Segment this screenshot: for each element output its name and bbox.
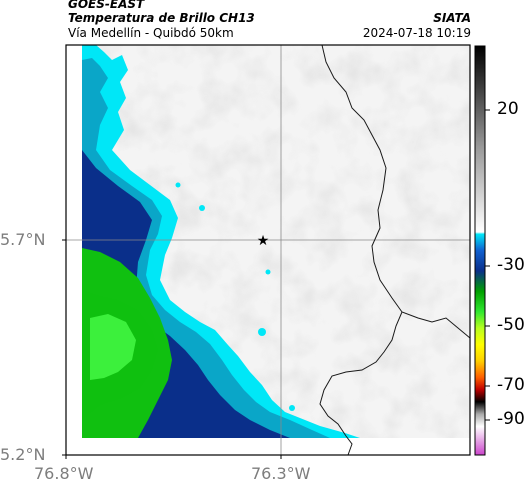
admin-border-east: [321, 45, 470, 339]
cyan-speck: [289, 405, 295, 411]
cyan-speck: [258, 328, 266, 336]
colorbar: [474, 45, 486, 456]
colorbar-label: -90: [497, 409, 525, 429]
satellite-title: GOES-EAST: [68, 0, 145, 11]
lat-label-5.2: 5.2°N: [0, 445, 46, 464]
cyan-speck: [175, 182, 181, 188]
colorbar-label: -50: [497, 315, 525, 335]
lime-region: [90, 314, 136, 380]
map-border: [65, 44, 471, 456]
satellite-image: ★: [66, 45, 470, 455]
region-subtitle: Vía Medellín - Quibdó 50km: [68, 26, 234, 40]
datetime-label: 2024-07-18 10:19: [362, 26, 471, 40]
lon-label-76.8: 76.8°W: [34, 464, 94, 483]
lat-label-5.7: 5.7°N: [0, 230, 46, 249]
product-title: Temperatura de Brillo CH13: [68, 11, 255, 25]
colorbar-label: 20: [497, 99, 519, 119]
cyan-speck: [265, 269, 271, 275]
colorbar-label: -30: [497, 255, 525, 275]
star-marker: ★: [257, 233, 270, 249]
admin-border-south: [319, 311, 403, 455]
lon-label-76.3: 76.3°W: [251, 464, 311, 483]
agency-label: SIATA: [433, 11, 471, 25]
colorbar-label: -70: [497, 375, 525, 395]
cyan-speck: [199, 205, 205, 211]
